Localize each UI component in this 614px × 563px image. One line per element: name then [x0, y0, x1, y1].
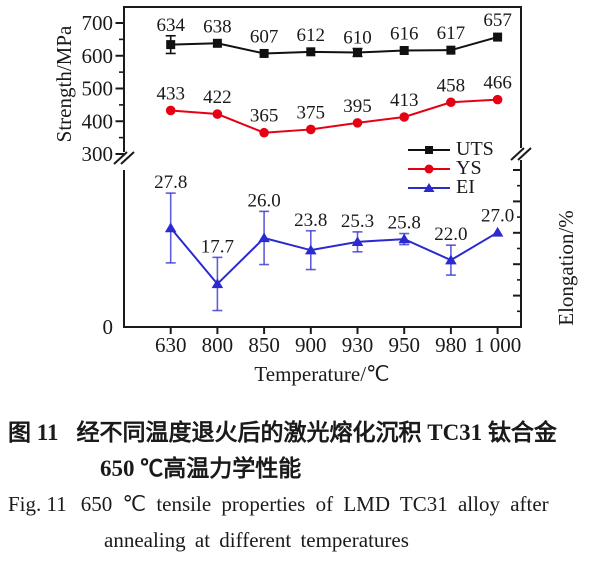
value-label-ei: 23.8: [294, 210, 327, 231]
axis-break-mark: [113, 151, 128, 165]
y-tick-label: 400: [82, 109, 114, 133]
tensile-properties-chart: Strength/MPa Elongation/% Temperature/℃ …: [52, 6, 578, 386]
data-point-circle: [492, 94, 503, 105]
series-line-uts: [170, 36, 498, 55]
caption-en-line2: annealing at different temperatures: [104, 528, 409, 552]
data-point-triangle: [164, 222, 177, 233]
data-point-circle: [352, 118, 363, 128]
x-tick-label: 630: [155, 333, 187, 357]
x-axis-title: Temperature/℃: [254, 362, 389, 386]
uts-marker-glyph: [425, 146, 433, 154]
value-label-ys: 365: [250, 106, 279, 127]
value-label-uts: 657: [483, 10, 512, 31]
uts-legend-marker-icon: [408, 146, 450, 154]
axis-break-mark: [510, 147, 525, 161]
value-label-ys: 433: [156, 83, 185, 104]
data-point-circle: [212, 109, 223, 119]
value-label-ys: 413: [390, 90, 419, 111]
data-point-circle: [399, 112, 410, 122]
value-label-uts: 634: [156, 15, 185, 36]
data-point-square: [493, 32, 503, 42]
caption-zh-line2: 650 ℃高温力学性能: [100, 456, 302, 481]
y-axis-title-right: Elongation/%: [554, 210, 578, 325]
axis-break-mark: [517, 147, 532, 161]
value-label-uts: 638: [203, 16, 232, 37]
data-point-triangle: [258, 232, 270, 243]
figure-number-zh: 图 11: [8, 420, 59, 445]
legend-item-uts: UTS: [408, 138, 494, 160]
ei-legend-marker-icon: [408, 183, 450, 192]
caption-zh-line1: 图 11 经不同温度退火后的激光熔化沉积 TC31 钛合金: [8, 413, 557, 447]
value-label-ys: 422: [203, 87, 232, 108]
data-point-triangle: [398, 233, 410, 244]
value-label-uts: 610: [343, 28, 372, 49]
caption-en-text: 650 ℃ tensile properties of LMD TC31 all…: [80, 492, 549, 516]
value-label-ei: 27.8: [154, 172, 187, 193]
data-point-square: [446, 45, 456, 55]
y-tick-label: 600: [82, 44, 114, 68]
y-tick-label: 500: [82, 77, 114, 101]
value-label-ei: 22.0: [434, 224, 467, 245]
legend-item-ys: YS: [408, 157, 494, 179]
x-tick-label: 800: [202, 333, 234, 357]
legend-label-ei: EI: [456, 176, 475, 198]
series-line-ei: [169, 227, 499, 286]
data-point-square: [259, 48, 269, 58]
value-label-ei: 25.8: [388, 213, 421, 234]
figure-number-en: Fig. 11: [8, 492, 67, 516]
legend-item-ei: EI: [408, 176, 494, 198]
legend-label-ys: YS: [456, 157, 482, 179]
value-label-uts: 616: [390, 24, 419, 45]
x-tick-label: 850: [248, 333, 280, 357]
x-tick-label: 930: [342, 333, 374, 357]
data-point-square: [306, 47, 316, 57]
plot-area: Strength/MPa Elongation/% Temperature/℃ …: [52, 6, 578, 386]
data-point-circle: [306, 124, 316, 135]
origin-tick-label: 0: [103, 315, 114, 339]
y-axis-title-left: Strength/MPa: [52, 25, 76, 142]
legend: UTS YS EI: [408, 138, 494, 198]
data-point-triangle: [491, 226, 504, 237]
x-tick-label: 900: [295, 333, 327, 357]
data-point-triangle: [351, 236, 364, 247]
value-label-ei: 27.0: [481, 205, 514, 226]
ei-marker-glyph: [423, 183, 435, 192]
ys-marker-glyph: [424, 164, 434, 174]
value-label-ys: 458: [437, 75, 466, 96]
data-point-triangle: [211, 278, 224, 289]
data-point-triangle: [305, 244, 317, 255]
data-point-square: [166, 40, 176, 50]
value-label-uts: 612: [297, 25, 326, 46]
caption-en-line1: Fig. 11 650 ℃ tensile properties of LMD …: [8, 492, 549, 517]
data-point-square: [353, 47, 362, 57]
caption-zh-text: 经不同温度退火后的激光熔化沉积 TC31 钛合金: [76, 420, 557, 445]
series-line-ys: [170, 98, 498, 134]
value-label-ys: 375: [297, 102, 326, 123]
y-tick-label: 700: [82, 11, 114, 35]
value-label-ei: 26.0: [247, 190, 280, 211]
value-label-ei: 17.7: [201, 236, 234, 257]
ys-legend-marker-icon: [408, 164, 450, 174]
data-point-square: [212, 38, 222, 48]
legend-label-uts: UTS: [456, 138, 494, 160]
value-label-ys: 466: [483, 73, 512, 94]
x-tick-label: 1 000: [474, 333, 521, 357]
x-tick-label: 980: [435, 333, 467, 357]
value-label-ei: 25.3: [341, 211, 374, 232]
data-point-circle: [446, 97, 456, 108]
data-point-circle: [259, 127, 269, 138]
axis-break-mark: [120, 151, 135, 165]
value-label-uts: 617: [437, 23, 466, 44]
data-point-circle: [165, 105, 176, 116]
data-point-square: [399, 46, 409, 56]
y-tick-label: 300: [82, 142, 114, 166]
data-point-triangle: [445, 254, 457, 265]
value-label-uts: 607: [250, 26, 279, 47]
value-label-ys: 395: [343, 96, 372, 117]
x-tick-label: 950: [388, 333, 420, 357]
